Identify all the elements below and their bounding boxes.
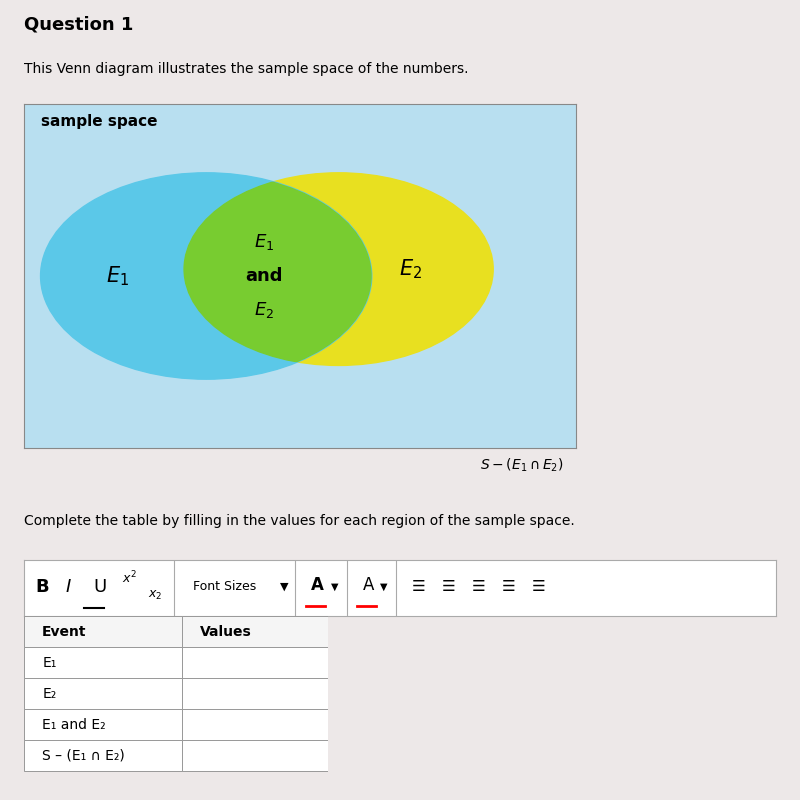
Text: E₁: E₁	[42, 656, 57, 670]
Bar	[24, 678, 182, 710]
Bar	[182, 710, 328, 740]
Circle shape	[41, 173, 372, 379]
Bar	[24, 647, 182, 678]
Text: Question 1: Question 1	[24, 15, 134, 34]
Bar	[24, 710, 182, 740]
Text: $x^2$: $x^2$	[122, 570, 137, 586]
Text: ☰: ☰	[502, 579, 515, 594]
Text: ▼: ▼	[331, 582, 338, 592]
Text: ▼: ▼	[280, 582, 288, 592]
Bar	[24, 616, 182, 647]
Circle shape	[184, 173, 493, 366]
Text: $E_1$: $E_1$	[106, 264, 130, 288]
Text: This Venn diagram illustrates the sample space of the numbers.: This Venn diagram illustrates the sample…	[24, 62, 469, 76]
Bar	[182, 740, 328, 771]
Text: ☰: ☰	[411, 579, 425, 594]
Text: A: A	[311, 576, 324, 594]
Circle shape	[184, 173, 493, 366]
Bar	[182, 678, 328, 710]
Text: $E_2$: $E_2$	[254, 300, 274, 320]
Text: B: B	[35, 578, 49, 596]
Text: Font Sizes: Font Sizes	[194, 580, 257, 594]
Text: Complete the table by filling in the values for each region of the sample space.: Complete the table by filling in the val…	[24, 514, 574, 528]
Bar	[24, 740, 182, 771]
Text: Values: Values	[200, 625, 252, 638]
Text: ☰: ☰	[442, 579, 455, 594]
Text: ☰: ☰	[532, 579, 546, 594]
Text: $E_1$: $E_1$	[254, 232, 274, 251]
Text: ☰: ☰	[471, 579, 485, 594]
Bar	[182, 647, 328, 678]
Text: $E_2$: $E_2$	[399, 258, 422, 281]
Text: E₂: E₂	[42, 686, 57, 701]
Text: Event: Event	[42, 625, 86, 638]
Text: I: I	[66, 578, 70, 596]
Bar	[182, 616, 328, 647]
Text: $x_2$: $x_2$	[148, 590, 162, 602]
Text: U: U	[93, 578, 106, 596]
Text: $S-(E_1 \cap E_2)$: $S-(E_1 \cap E_2)$	[480, 457, 564, 474]
Text: S – (E₁ ∩ E₂): S – (E₁ ∩ E₂)	[42, 749, 125, 763]
Text: E₁ and E₂: E₁ and E₂	[42, 718, 106, 732]
Text: and: and	[246, 267, 283, 285]
Text: ▼: ▼	[380, 582, 387, 592]
Text: A: A	[362, 576, 374, 594]
Text: sample space: sample space	[41, 114, 157, 130]
